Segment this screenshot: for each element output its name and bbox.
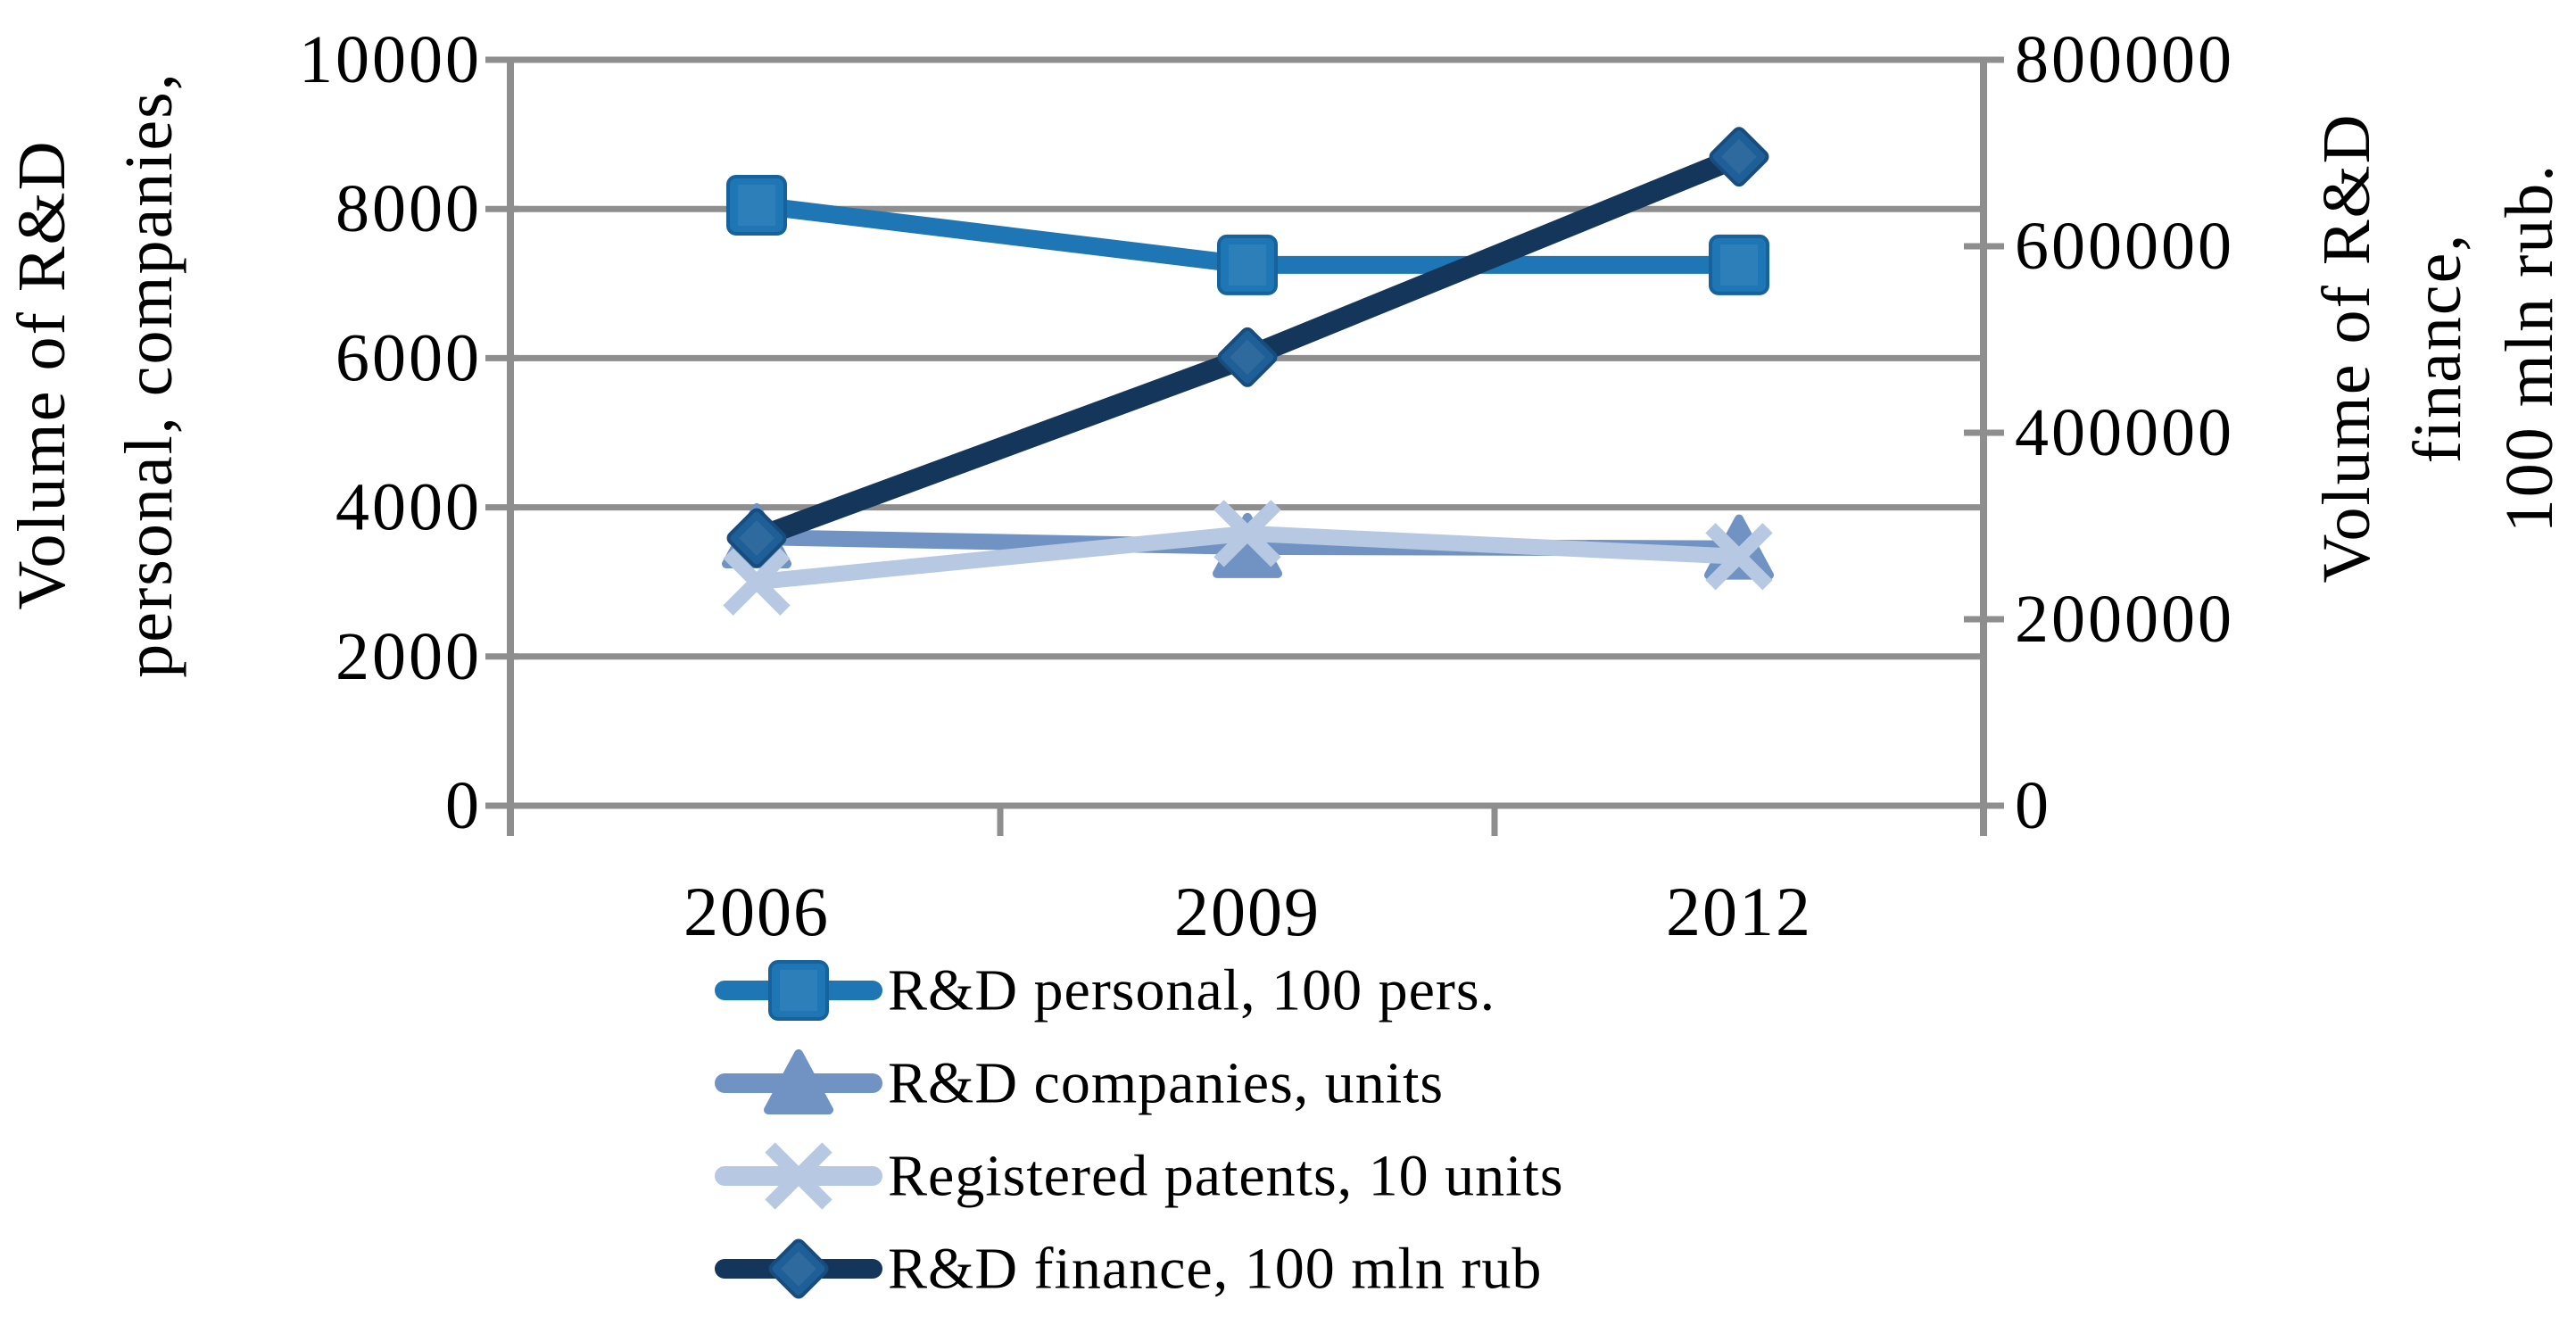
left-axis-title-line1: Volume of R&D bbox=[4, 139, 79, 609]
axes bbox=[485, 56, 2004, 836]
square-marker bbox=[1709, 234, 1769, 295]
left-axis-tick-label: 2000 bbox=[335, 619, 482, 694]
square-marker bbox=[768, 960, 829, 1021]
x-axis-label: 2006 bbox=[683, 873, 830, 950]
legend-item: R&D finance, 100 mln rub bbox=[715, 1237, 1542, 1302]
right-axis-tick-label: 200000 bbox=[2015, 582, 2234, 657]
right-axis-tick-labels: 800000 600000 400000 200000 0 bbox=[2015, 22, 2234, 843]
right-axis-title-line1: Volume of R&D bbox=[2309, 112, 2384, 583]
left-axis-tick-label: 10000 bbox=[299, 22, 482, 97]
legend-label: R&D finance, 100 mln rub bbox=[888, 1237, 1542, 1302]
legend-item: Registered patents, 10 units bbox=[715, 1142, 1564, 1210]
legend-item: R&D companies, units bbox=[715, 1049, 1444, 1116]
left-axis-tick-label: 8000 bbox=[335, 171, 482, 246]
gridlines bbox=[510, 56, 1984, 809]
left-axis-tick-labels: 0 2000 4000 6000 8000 10000 bbox=[299, 22, 482, 843]
square-marker bbox=[1217, 234, 1278, 295]
legend-label: R&D companies, units bbox=[888, 1051, 1444, 1116]
legend-label: R&D personal, 100 pers. bbox=[888, 958, 1495, 1023]
right-axis-tick-label: 400000 bbox=[2015, 395, 2234, 470]
x-marker bbox=[765, 1142, 832, 1210]
series-diamond bbox=[726, 127, 1769, 568]
legend-item: R&D personal, 100 pers. bbox=[715, 958, 1495, 1023]
series bbox=[722, 127, 1774, 616]
right-axis-tick-label: 600000 bbox=[2015, 209, 2234, 284]
right-axis-title-line3: 100 mln rub. bbox=[2492, 163, 2567, 534]
diamond-marker bbox=[768, 1238, 829, 1299]
left-axis-tick-label: 0 bbox=[445, 768, 482, 843]
x-axis-labels: 2006 2009 2012 bbox=[683, 873, 1812, 950]
left-axis-tick-label: 6000 bbox=[335, 320, 482, 395]
series-x bbox=[723, 500, 1773, 616]
right-axis-title-line2: finance, bbox=[2400, 233, 2475, 464]
left-axis-tick-label: 4000 bbox=[335, 470, 482, 545]
diamond-marker bbox=[726, 508, 787, 568]
right-axis-tick-label: 800000 bbox=[2015, 22, 2234, 97]
x-marker bbox=[1705, 523, 1773, 591]
x-axis-label: 2012 bbox=[1666, 873, 1812, 950]
x-marker bbox=[723, 548, 791, 616]
right-axis-tick-label: 0 bbox=[2015, 768, 2051, 843]
series-square bbox=[726, 175, 1769, 295]
legend: R&D personal, 100 pers. R&D companies, un… bbox=[715, 958, 1564, 1302]
triangle-marker bbox=[764, 1049, 833, 1114]
diamond-marker bbox=[1709, 127, 1769, 187]
x-marker bbox=[1213, 500, 1281, 567]
x-axis-label: 2009 bbox=[1174, 873, 1321, 950]
legend-label: Registered patents, 10 units bbox=[888, 1144, 1564, 1209]
square-marker bbox=[726, 175, 787, 236]
left-axis-title-line2: personal, companies, bbox=[112, 71, 186, 677]
diamond-marker bbox=[1217, 327, 1278, 387]
